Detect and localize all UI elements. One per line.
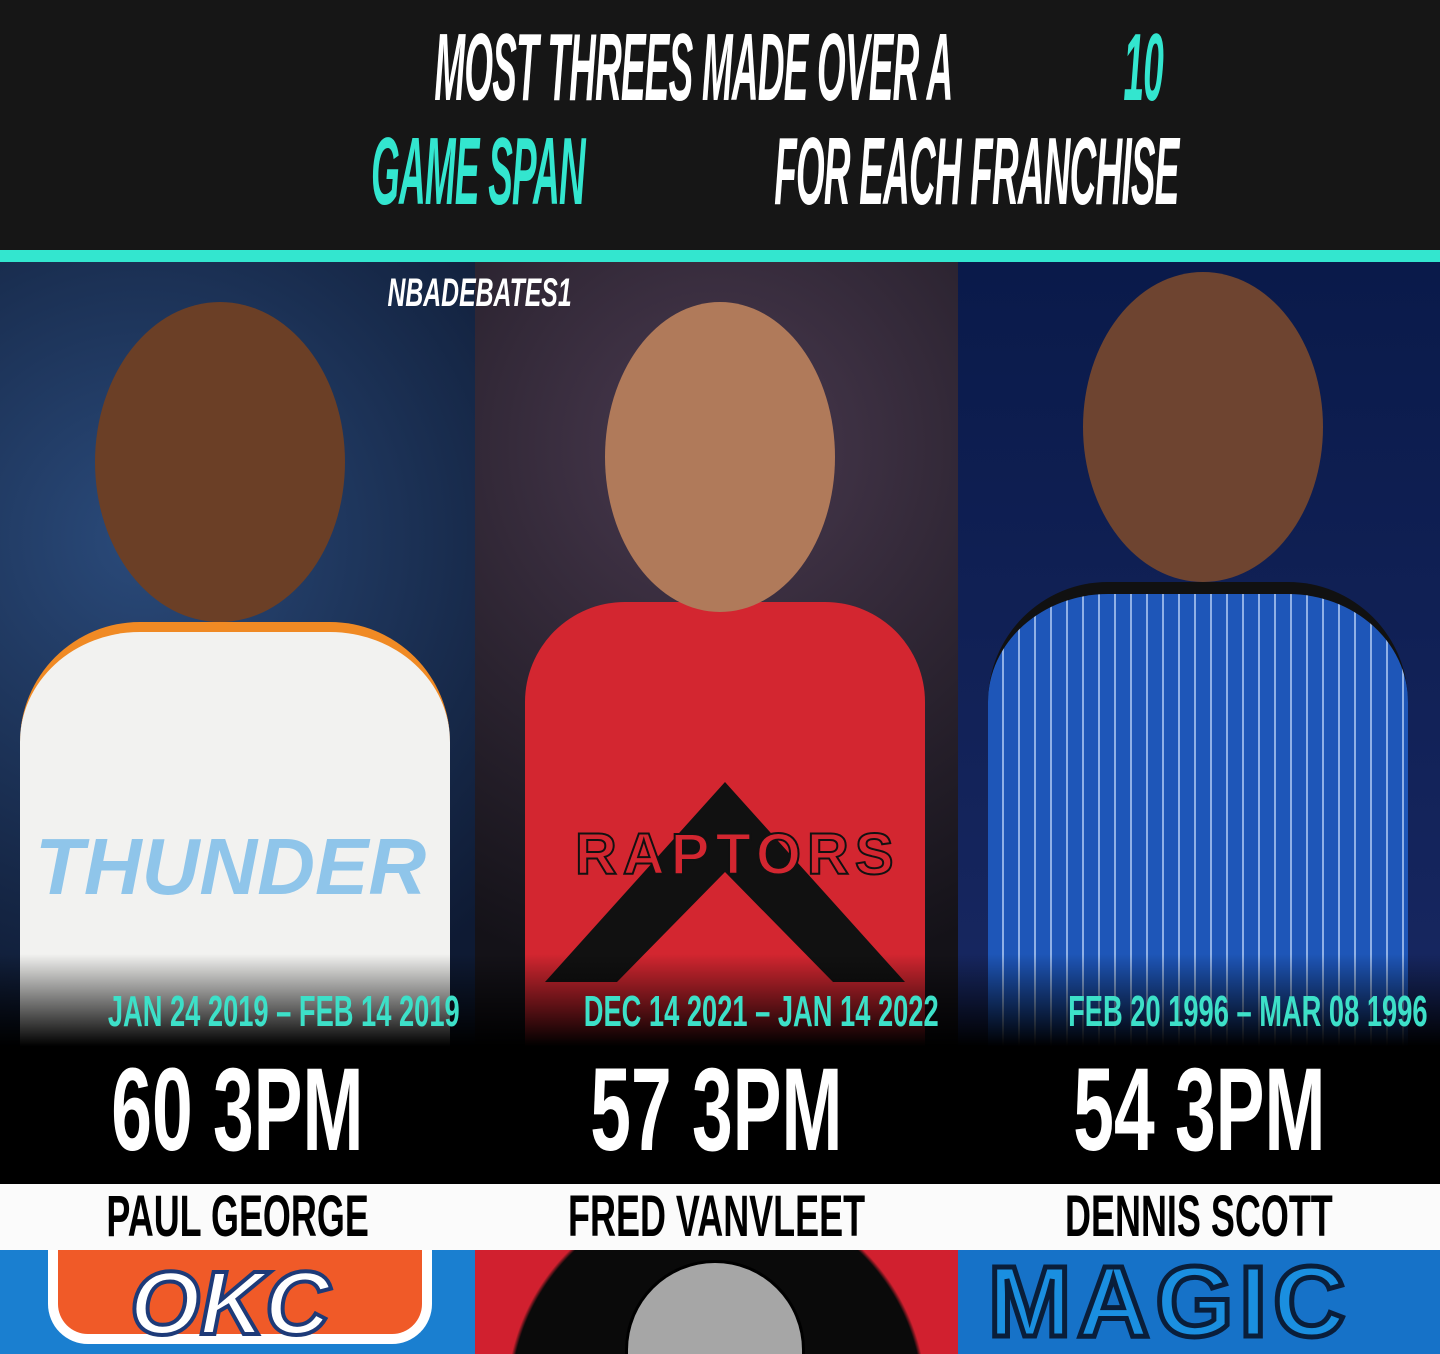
player-head: [605, 302, 835, 612]
player-card-dennis-scott: FEB 20 1996 – MAR 08 1996 54 3PM: [958, 262, 1440, 1184]
jersey-lettering: Thunder: [35, 822, 427, 911]
player-card-paul-george: Thunder JAN 24 2019 – FEB 14 2019 60 3PM: [0, 262, 475, 1184]
logo-shield: [48, 1250, 432, 1344]
threes-made: 54 3PM: [1072, 1044, 1326, 1176]
title-text: MOST THREES MADE OVER A: [434, 14, 953, 121]
player-card-fred-vanvleet: Raptors DEC 14 2021 – JAN 14 2022 57 3PM: [475, 262, 958, 1184]
title-line-2: GAME SPAN FOR EACH FRANCHISE: [0, 122, 1440, 222]
logo-okc-text: OKC: [128, 1252, 332, 1354]
header: MOST THREES MADE OVER A 10 GAME SPAN FOR…: [0, 0, 1440, 250]
okc-thunder-logo: OKC: [0, 1250, 475, 1354]
title-text: FOR EACH FRANCHISE: [774, 118, 1179, 225]
logo-ball: [625, 1260, 805, 1354]
date-range: JAN 24 2019 – FEB 14 2019: [107, 987, 460, 1036]
shade: [958, 954, 1440, 1184]
names-band: PAUL GEORGE FRED VANVLEET DENNIS SCOTT: [0, 1184, 1440, 1250]
jersey-lettering: Raptors: [574, 821, 900, 888]
date-range: DEC 14 2021 – JAN 14 2022: [583, 987, 939, 1036]
threes-made: 60 3PM: [111, 1044, 364, 1176]
watermark: NBADEBATES1: [387, 271, 573, 315]
orlando-magic-logo: Magic: [958, 1250, 1440, 1354]
title-line-1: MOST THREES MADE OVER A 10: [0, 18, 1440, 118]
accent-stripe: [0, 250, 1440, 262]
date-range: FEB 20 1996 – MAR 08 1996: [1068, 987, 1428, 1036]
logo-magic-text: Magic: [985, 1250, 1352, 1354]
shade: [0, 954, 475, 1184]
player-head: [95, 302, 345, 622]
title-accent: GAME SPAN: [371, 118, 586, 225]
player-head: [1083, 272, 1323, 582]
shade: [475, 954, 958, 1184]
player-name: DENNIS SCOTT: [1065, 1184, 1333, 1249]
player-name: PAUL GEORGE: [106, 1184, 369, 1249]
toronto-raptors-logo: [475, 1250, 958, 1354]
title-accent: 10: [1123, 14, 1163, 121]
player-name: FRED VANVLEET: [567, 1184, 866, 1249]
threes-made: 57 3PM: [590, 1044, 843, 1176]
